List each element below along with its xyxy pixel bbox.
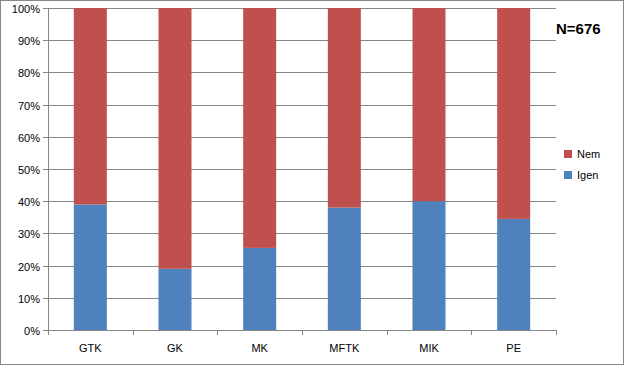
y-axis: [48, 8, 49, 330]
grid-line: [48, 105, 556, 106]
x-tick-mark: [302, 330, 303, 335]
x-tick-mark: [133, 330, 134, 335]
x-tick-mark: [387, 330, 388, 335]
grid-line: [48, 298, 556, 299]
x-tick-mark: [48, 330, 49, 335]
legend-swatch: [564, 150, 572, 158]
bar-segment: [413, 201, 446, 330]
tick-mark: [43, 105, 48, 106]
x-tick-label: PE: [506, 342, 521, 354]
y-tick-label: 20%: [18, 261, 40, 273]
x-tick-label: GK: [167, 342, 184, 354]
y-tick-label: 100%: [12, 3, 40, 15]
bar-segment: [159, 269, 192, 330]
x-tick-label: MFTK: [329, 342, 360, 354]
y-tick-label: 0%: [24, 325, 40, 337]
tick-mark: [43, 8, 48, 9]
bar-segment: [413, 8, 446, 201]
bar-segment: [328, 8, 361, 208]
chart: 0% 10% 20% 30% 40% 50% 60% 70% 80% 90% 100% GTK GK MK…: [0, 0, 624, 365]
x-tick-mark: [471, 330, 472, 335]
legend-label: Nem: [577, 148, 600, 160]
bar-segment: [243, 248, 276, 330]
tick-mark: [43, 330, 48, 331]
grid-line: [48, 72, 556, 73]
annotation: N=676: [556, 20, 601, 37]
chart-frame: [1, 1, 624, 365]
grid-line: [48, 137, 556, 138]
y-tick-label: 30%: [18, 228, 40, 240]
y-tick-label: 50%: [18, 164, 40, 176]
bar-segment: [243, 8, 276, 248]
x-tick-label: MIK: [419, 342, 439, 354]
legend-label: Igen: [577, 169, 598, 181]
grid-line: [48, 266, 556, 267]
tick-mark: [43, 169, 48, 170]
bars: [74, 8, 530, 330]
bar-segment: [497, 219, 530, 330]
tick-mark: [43, 72, 48, 73]
x-tick-label: MK: [251, 342, 268, 354]
bar-segment: [328, 208, 361, 330]
bar-segment: [159, 8, 192, 269]
grid-line: [48, 169, 556, 170]
tick-mark: [43, 201, 48, 202]
tick-mark: [43, 40, 48, 41]
y-tick-label: 70%: [18, 100, 40, 112]
grid-line: [48, 8, 556, 9]
tick-mark: [43, 266, 48, 267]
legend-swatch: [564, 171, 572, 179]
tick-mark: [43, 137, 48, 138]
x-tick-mark: [217, 330, 218, 335]
bar-segment: [74, 8, 107, 204]
y-tick-label: 10%: [18, 293, 40, 305]
grid-line: [48, 40, 556, 41]
y-tick-label: 80%: [18, 67, 40, 79]
y-tick-label: 60%: [18, 132, 40, 144]
grid-line: [48, 201, 556, 202]
bar-segment: [497, 8, 530, 219]
x-tick-mark: [556, 330, 557, 335]
grid-line: [48, 233, 556, 234]
x-tick-label: GTK: [79, 342, 102, 354]
y-tick-label: 90%: [18, 35, 40, 47]
tick-mark: [43, 298, 48, 299]
bar-segment: [74, 204, 107, 330]
tick-mark: [43, 233, 48, 234]
chart-container: {"chart_data": {"type": "bar", "stacked"…: [0, 0, 624, 365]
y-tick-label: 40%: [18, 196, 40, 208]
